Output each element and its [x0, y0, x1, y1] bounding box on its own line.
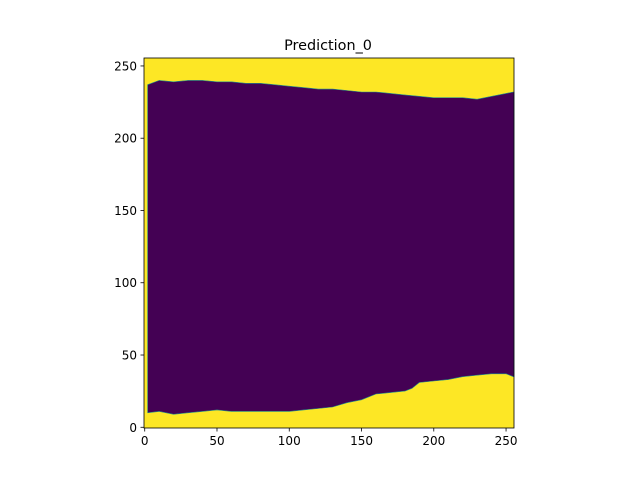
y-axis: 0 50 100 150 200 250	[114, 59, 144, 435]
plot-area	[143, 57, 515, 429]
y-tick-label: 50	[122, 349, 137, 363]
y-tick-label: 150	[114, 204, 137, 218]
x-tick-label: 50	[209, 434, 224, 448]
y-tick-label: 0	[129, 421, 137, 435]
x-axis: 0 50 100 150 200 250	[141, 428, 518, 448]
x-tick-label: 100	[278, 434, 301, 448]
class-0-region	[147, 80, 515, 415]
x-tick-label: 200	[422, 434, 445, 448]
y-tick-label: 200	[114, 132, 137, 146]
x-tick-label: 0	[141, 434, 149, 448]
chart-title: Prediction_0	[284, 38, 372, 54]
plot-frame	[143, 57, 515, 429]
y-tick-label: 100	[114, 276, 137, 290]
y-tick-label: 250	[114, 59, 137, 73]
x-tick-label: 150	[350, 434, 373, 448]
x-tick-label: 250	[495, 434, 518, 448]
